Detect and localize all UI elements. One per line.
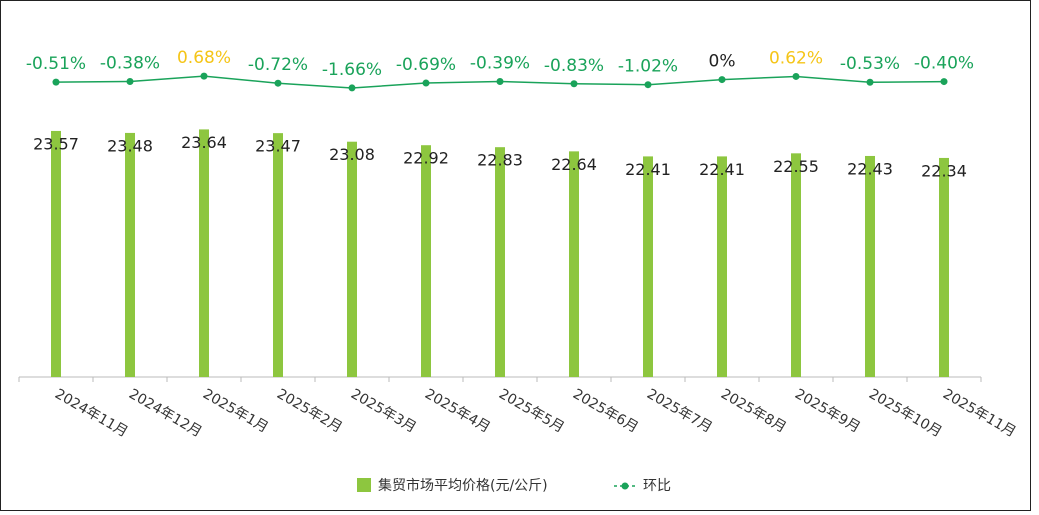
- x-tick-label: 2025年4月: [422, 386, 493, 436]
- x-tick-label: 2025年1月: [200, 386, 271, 436]
- bar-label: 22.41: [699, 160, 745, 179]
- line-point: [570, 80, 578, 88]
- bar: [717, 156, 727, 377]
- x-tick-label: 2025年8月: [718, 386, 789, 436]
- line-label: -0.40%: [914, 54, 974, 74]
- bar: [347, 141, 357, 377]
- bar: [865, 155, 875, 377]
- line-point: [718, 76, 726, 84]
- bar-label: 22.83: [477, 151, 523, 170]
- line-label: -0.69%: [396, 55, 456, 75]
- x-tick-label: 2025年5月: [496, 386, 567, 436]
- x-tick-label: 2025年3月: [348, 386, 419, 436]
- x-tick-label: 2025年6月: [570, 386, 641, 436]
- line-point: [496, 78, 504, 86]
- legend-label: 环比: [643, 478, 671, 494]
- x-tick-label: 2024年12月: [126, 386, 205, 441]
- legend-swatch: [621, 482, 629, 490]
- bar-label: 23.08: [329, 145, 375, 164]
- line-label: -0.53%: [840, 54, 900, 74]
- line-point: [422, 79, 430, 87]
- line-point: [644, 81, 652, 89]
- bar-label: 23.57: [33, 134, 79, 153]
- bar-label: 22.55: [773, 157, 819, 176]
- bar-label: 23.64: [181, 133, 227, 152]
- bar: [273, 133, 283, 377]
- line-point: [200, 72, 208, 80]
- bar: [643, 156, 653, 377]
- bar: [125, 132, 135, 377]
- line-label: -1.02%: [618, 57, 678, 77]
- x-tick-label: 2025年7月: [644, 386, 715, 436]
- bar: [939, 157, 949, 377]
- bar: [495, 147, 505, 377]
- bar-label: 23.47: [255, 137, 301, 156]
- x-tick-label: 2024年11月: [52, 386, 131, 441]
- x-tick-label: 2025年2月: [274, 386, 345, 436]
- bar-label: 22.41: [625, 160, 671, 179]
- bar: [199, 129, 209, 377]
- line-label: 0.68%: [177, 48, 231, 68]
- bar: [421, 145, 431, 377]
- bar-label: 22.43: [847, 159, 893, 178]
- line-point: [866, 78, 874, 86]
- x-tick-label: 2025年10月: [866, 386, 945, 441]
- line-point: [348, 84, 356, 92]
- line-point: [792, 72, 800, 80]
- x-tick-label: 2025年11月: [940, 386, 1019, 441]
- line-point: [126, 77, 134, 85]
- line-point: [274, 79, 282, 87]
- bar-label: 23.48: [107, 136, 153, 155]
- legend-swatch: [357, 478, 371, 492]
- line-label: -1.66%: [322, 60, 382, 80]
- bar: [569, 151, 579, 377]
- line-label: 0%: [709, 52, 736, 72]
- x-tick-label: 2025年9月: [792, 386, 863, 436]
- line-label: -0.83%: [544, 56, 604, 76]
- line-label: -0.38%: [100, 53, 160, 73]
- line-point: [940, 78, 948, 86]
- bar: [791, 153, 801, 377]
- line-point: [52, 78, 60, 86]
- bar-label: 22.92: [403, 149, 449, 168]
- legend-label: 集贸市场平均价格(元/公斤): [378, 477, 548, 494]
- line-label: -0.51%: [26, 54, 86, 74]
- line-label: -0.39%: [470, 54, 530, 74]
- line-label: -0.72%: [248, 55, 308, 75]
- bar-label: 22.64: [551, 155, 597, 174]
- bar-label: 22.34: [921, 161, 967, 180]
- line-label: 0.62%: [769, 48, 823, 68]
- bar: [51, 130, 61, 377]
